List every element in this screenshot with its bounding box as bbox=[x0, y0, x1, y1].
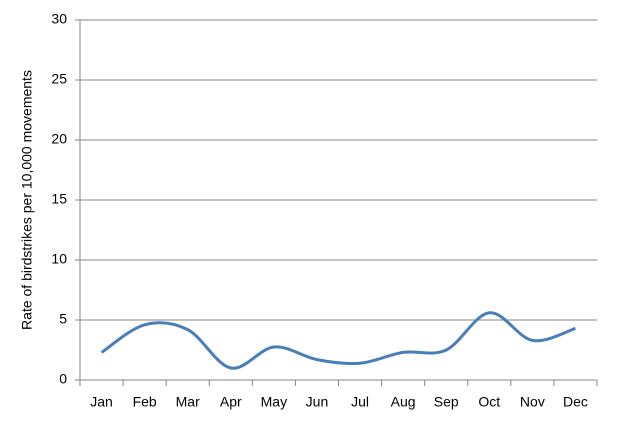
x-tick-label: Jul bbox=[351, 394, 369, 410]
x-tick-label: Nov bbox=[520, 394, 545, 410]
y-tick-label: 15 bbox=[51, 191, 67, 207]
x-tick-label: May bbox=[261, 394, 287, 410]
y-tick-label: 5 bbox=[59, 311, 67, 327]
x-tick-label: Jan bbox=[90, 394, 113, 410]
x-tick-label: Jun bbox=[306, 394, 329, 410]
data-line bbox=[100, 311, 576, 370]
y-tick-label: 20 bbox=[51, 131, 67, 147]
x-tick-label: Sep bbox=[434, 394, 459, 410]
x-tick-label: Mar bbox=[176, 394, 200, 410]
y-tick-label: 25 bbox=[51, 71, 67, 87]
x-tick-label: Feb bbox=[133, 394, 157, 410]
y-tick-label: 30 bbox=[51, 11, 67, 27]
x-tick-label: Dec bbox=[563, 394, 588, 410]
y-axis-label: Rate of birdstrikes per 10,000 movements bbox=[19, 70, 35, 330]
x-tick-label: Apr bbox=[220, 394, 242, 410]
y-tick-label: 10 bbox=[51, 251, 67, 267]
x-tick-label: Aug bbox=[391, 394, 416, 410]
x-tick-label: Oct bbox=[478, 394, 500, 410]
y-tick-label: 0 bbox=[59, 371, 67, 387]
